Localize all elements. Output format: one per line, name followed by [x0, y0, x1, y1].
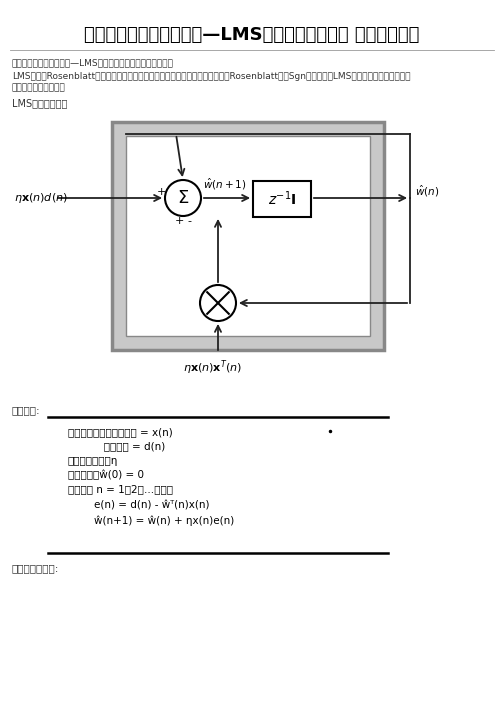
Text: 算法小结:: 算法小结:: [12, 405, 41, 415]
Text: 初始化：设ŵ(0) = 0: 初始化：设ŵ(0) = 0: [68, 470, 144, 481]
Text: $\Sigma$: $\Sigma$: [177, 189, 189, 207]
Text: -: -: [187, 216, 191, 226]
Text: 样是只有单个神经元。: 样是只有单个神经元。: [12, 83, 66, 92]
Polygon shape: [126, 136, 370, 336]
Text: $\hat{w}(n+1)$: $\hat{w}(n+1)$: [203, 176, 246, 192]
Text: 然后在说下退火:: 然后在说下退火:: [12, 563, 59, 573]
Text: ŵ(n+1) = ŵ(n) + ηx(n)e(n): ŵ(n+1) = ŵ(n) + ηx(n)e(n): [68, 515, 234, 525]
Text: 计算：当 n = 1，2，…，计算: 计算：当 n = 1，2，…，计算: [68, 484, 173, 494]
Text: 神经网络与机器学习笔记—LMS（最小均方算法） 和学习率退火: 神经网络与机器学习笔记—LMS（最小均方算法） 和学习率退火: [84, 26, 420, 44]
Text: $\eta\mathbf{x}(n)d(n)$: $\eta\mathbf{x}(n)d(n)$: [14, 191, 68, 205]
Text: 训练样本：输入信号向量 = x(n): 训练样本：输入信号向量 = x(n): [68, 427, 173, 437]
Text: $\hat{w}(n)$: $\hat{w}(n)$: [415, 183, 439, 199]
Text: LMS算法和Rosenblatt感知器算法非常想，唯独就是去掉了神经元的压制函数，Rosenblatt用的Sgn压制函数，LMS不需要压制函数，两者一: LMS算法和Rosenblatt感知器算法非常想，唯独就是去掉了神经元的压制函数…: [12, 72, 410, 81]
Circle shape: [200, 285, 236, 321]
Text: LMS算法信号流图: LMS算法信号流图: [12, 98, 68, 108]
Polygon shape: [253, 181, 311, 217]
Text: 神经网络与机器学习笔记—LMS（最小均方算法）和学习率退火: 神经网络与机器学习笔记—LMS（最小均方算法）和学习率退火: [12, 58, 174, 67]
Text: e(n) = d(n) - ŵᵀ(n)x(n): e(n) = d(n) - ŵᵀ(n)x(n): [68, 500, 210, 510]
Text: +: +: [174, 216, 183, 226]
Text: $z^{-1}\mathbf{I}$: $z^{-1}\mathbf{I}$: [268, 190, 296, 208]
Text: $\eta\mathbf{x}(n)\mathbf{x}^T(n)$: $\eta\mathbf{x}(n)\mathbf{x}^T(n)$: [183, 358, 242, 376]
Text: 期望响应 = d(n): 期望响应 = d(n): [68, 441, 165, 451]
Text: +: +: [156, 187, 166, 197]
Circle shape: [165, 180, 201, 216]
Polygon shape: [112, 122, 384, 350]
Text: 用户选择参数：η: 用户选择参数：η: [68, 456, 118, 466]
